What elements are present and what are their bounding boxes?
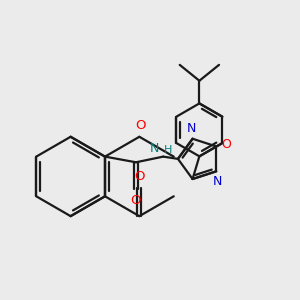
Text: O: O xyxy=(134,170,145,183)
Text: N: N xyxy=(186,122,196,135)
Text: H: H xyxy=(164,145,173,155)
Text: O: O xyxy=(135,119,146,132)
Text: N: N xyxy=(150,142,159,155)
Text: O: O xyxy=(130,194,140,207)
Text: O: O xyxy=(221,138,231,151)
Text: N: N xyxy=(212,175,222,188)
